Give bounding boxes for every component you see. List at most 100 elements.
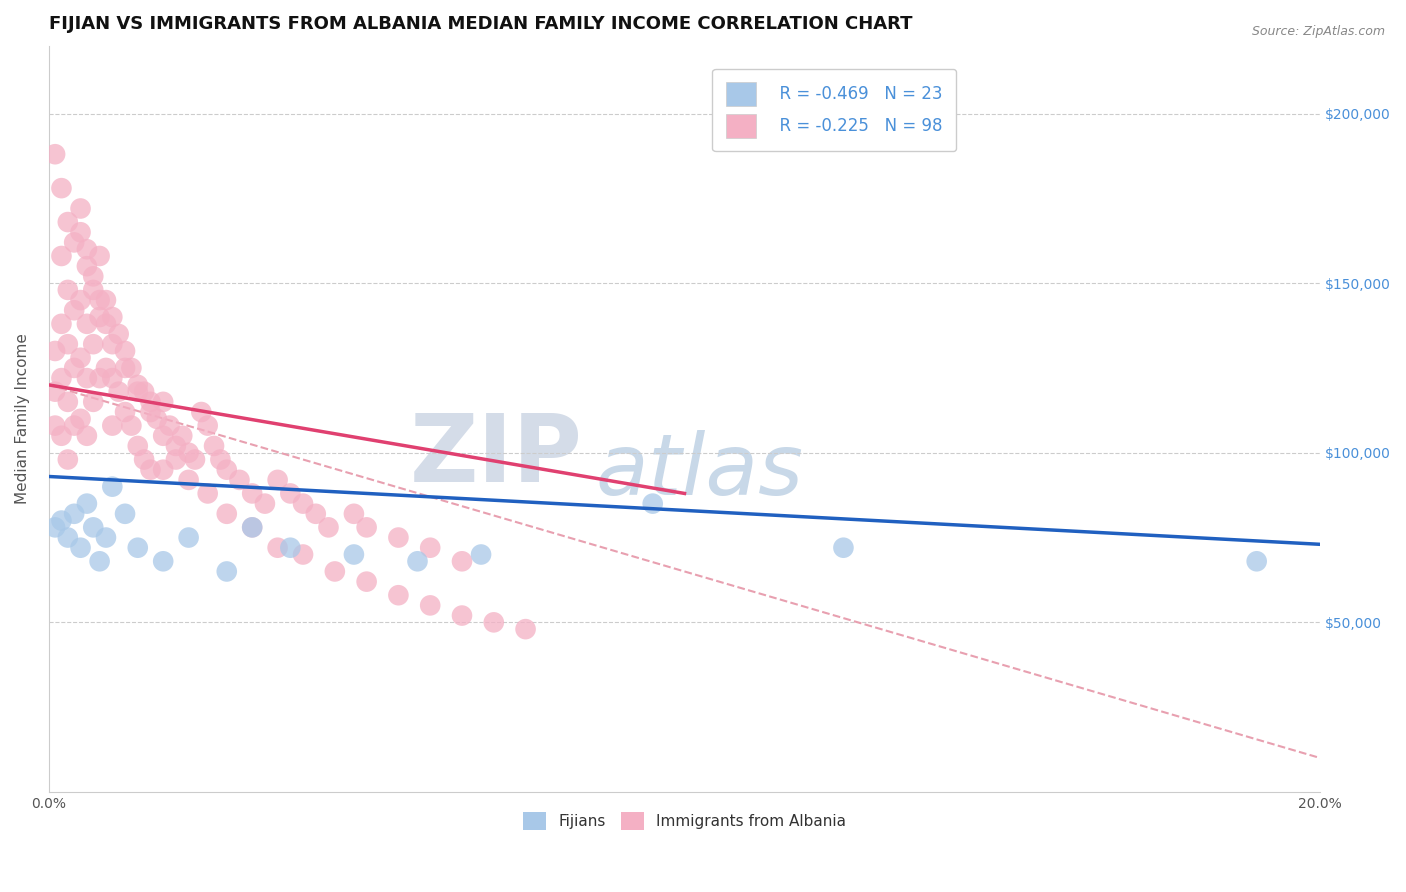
Point xyxy=(56,531,79,545)
Point xyxy=(69,225,91,239)
Point xyxy=(177,531,200,545)
Point xyxy=(101,418,124,433)
Point xyxy=(76,429,98,443)
Point xyxy=(63,507,86,521)
Point xyxy=(63,235,86,250)
Point xyxy=(318,520,340,534)
Point xyxy=(215,507,238,521)
Point xyxy=(44,418,66,433)
Point xyxy=(69,541,91,555)
Point xyxy=(114,343,136,358)
Point xyxy=(343,548,366,562)
Point xyxy=(177,473,200,487)
Point xyxy=(76,371,98,385)
Point xyxy=(152,395,174,409)
Point xyxy=(120,418,142,433)
Point xyxy=(159,418,181,433)
Point xyxy=(184,452,207,467)
Point xyxy=(165,439,187,453)
Text: ZIP: ZIP xyxy=(411,410,582,502)
Point xyxy=(406,554,429,568)
Point xyxy=(82,283,104,297)
Point xyxy=(94,317,117,331)
Point xyxy=(101,337,124,351)
Point xyxy=(253,497,276,511)
Point xyxy=(240,520,263,534)
Point xyxy=(197,486,219,500)
Point xyxy=(190,405,212,419)
Point xyxy=(197,418,219,433)
Point xyxy=(82,520,104,534)
Point xyxy=(56,395,79,409)
Point xyxy=(139,395,162,409)
Point xyxy=(76,317,98,331)
Point xyxy=(127,384,149,399)
Point xyxy=(470,548,492,562)
Point xyxy=(63,418,86,433)
Point xyxy=(387,531,409,545)
Point xyxy=(172,429,194,443)
Point xyxy=(266,541,288,555)
Point xyxy=(51,249,73,263)
Point xyxy=(101,310,124,324)
Point xyxy=(76,242,98,256)
Point xyxy=(323,565,346,579)
Point xyxy=(356,520,378,534)
Point xyxy=(266,473,288,487)
Point xyxy=(51,371,73,385)
Point xyxy=(515,622,537,636)
Point xyxy=(451,608,474,623)
Point xyxy=(292,548,315,562)
Point xyxy=(228,473,250,487)
Point xyxy=(114,507,136,521)
Point xyxy=(89,554,111,568)
Point xyxy=(292,497,315,511)
Point xyxy=(451,554,474,568)
Point xyxy=(56,283,79,297)
Point xyxy=(240,520,263,534)
Point xyxy=(146,412,169,426)
Point xyxy=(152,429,174,443)
Point xyxy=(127,377,149,392)
Point xyxy=(69,202,91,216)
Point xyxy=(51,317,73,331)
Point xyxy=(107,384,129,399)
Point xyxy=(76,497,98,511)
Point xyxy=(82,395,104,409)
Point xyxy=(343,507,366,521)
Point xyxy=(165,452,187,467)
Point xyxy=(419,599,441,613)
Point xyxy=(94,531,117,545)
Point xyxy=(101,480,124,494)
Point xyxy=(152,554,174,568)
Point xyxy=(51,514,73,528)
Text: Source: ZipAtlas.com: Source: ZipAtlas.com xyxy=(1251,25,1385,38)
Point xyxy=(278,486,301,500)
Point xyxy=(89,249,111,263)
Point xyxy=(44,384,66,399)
Point xyxy=(139,405,162,419)
Point xyxy=(69,412,91,426)
Point xyxy=(114,360,136,375)
Point xyxy=(127,439,149,453)
Point xyxy=(114,405,136,419)
Point xyxy=(387,588,409,602)
Point xyxy=(69,293,91,307)
Point xyxy=(51,429,73,443)
Point xyxy=(63,303,86,318)
Point xyxy=(51,181,73,195)
Point xyxy=(63,360,86,375)
Point xyxy=(82,269,104,284)
Point xyxy=(482,615,505,630)
Point xyxy=(356,574,378,589)
Point xyxy=(641,497,664,511)
Point xyxy=(89,371,111,385)
Point xyxy=(44,147,66,161)
Point xyxy=(56,337,79,351)
Point xyxy=(139,463,162,477)
Point xyxy=(44,343,66,358)
Point xyxy=(44,520,66,534)
Point xyxy=(120,360,142,375)
Point xyxy=(69,351,91,365)
Point xyxy=(215,463,238,477)
